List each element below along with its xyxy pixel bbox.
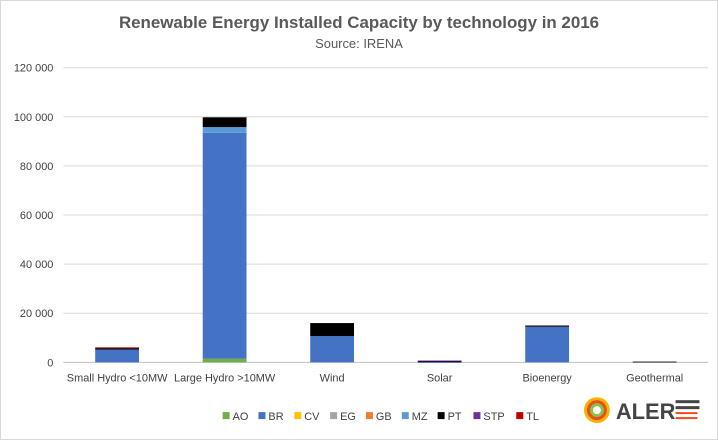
y-tick-label: 0 [47,357,53,369]
legend-swatch-br [258,412,266,420]
logo-text: ALER [616,399,676,424]
bar-segment-ao [202,358,247,363]
y-axis: 0 20 000 40 000 60 000 80 000 100 000 120 000 [14,63,54,370]
aler-logo: ALER [583,397,700,424]
y-tick-label: 100 000 [14,112,54,124]
x-tick-label: Bioenergy [523,372,573,384]
bar-segment-mz [202,127,247,133]
legend-swatch-mz [401,412,409,420]
x-tick-label: Solar [427,372,453,384]
legend-swatch-stp [473,412,481,420]
bar-segment-br [310,336,355,363]
bar-segment-pt [417,360,462,363]
bar-segment-pt [310,323,355,337]
x-tick-label: Wind [320,372,345,384]
gridlines [63,67,709,363]
bar-segment-br [525,326,570,363]
legend-swatch-cv [294,412,302,420]
legend: AO BR CV EG GB MZ PT STP TL [222,411,539,423]
legend-swatch-gb [365,412,373,420]
legend-swatch-tl [516,412,524,420]
legend-label-gb: GB [376,411,392,423]
x-tick-label: Geothermal [626,372,683,384]
bar-segment-stp [417,360,462,362]
x-axis: Small Hydro <10MW Large Hydro >10MW Wind So… [67,372,683,384]
y-tick-label: 20 000 [20,308,53,320]
bar-segment-pt [525,325,570,327]
legend-label-mz: MZ [412,411,428,423]
legend-label-eg: EG [340,411,356,423]
bar-segment-pt [95,348,140,350]
legend-swatch-pt [437,412,445,420]
legend-swatch-eg [330,412,338,420]
bar-segment-pt [632,361,677,363]
legend-label-pt: PT [448,411,462,423]
bar-segment-br [417,362,462,363]
chart-subtitle: Source: IRENA [315,36,403,51]
y-tick-label: 40 000 [20,259,53,271]
logo-tagline-mark [675,400,700,420]
chart-title: Renewable Energy Installed Capacity by t… [119,13,599,32]
x-tick-label: Large Hydro >10MW [174,372,276,384]
sun-logo-icon [583,397,610,424]
y-tick-label: 120 000 [14,63,54,75]
bars [95,117,677,363]
legend-swatch-ao [222,412,230,420]
y-tick-label: 60 000 [20,210,53,222]
bar-segment-br [202,132,247,359]
legend-label-stp: STP [483,411,504,423]
y-tick-label: 80 000 [20,161,53,173]
x-tick-label: Small Hydro <10MW [67,372,168,384]
bar-segment-tl [95,347,140,349]
legend-label-br: BR [268,411,283,423]
bar-segment-br [95,349,140,363]
legend-label-ao: AO [233,411,249,423]
legend-label-cv: CV [304,411,320,423]
bar-segment-pt [202,117,247,128]
legend-label-tl: TL [526,411,539,423]
